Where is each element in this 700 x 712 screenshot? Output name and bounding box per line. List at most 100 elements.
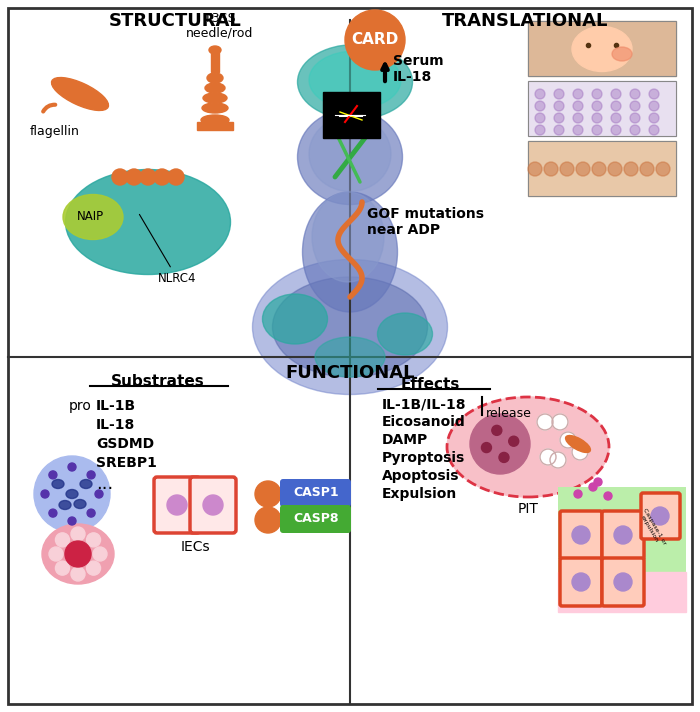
Text: Eicosanoid: Eicosanoid: [382, 415, 466, 429]
Circle shape: [168, 169, 184, 185]
Circle shape: [649, 125, 659, 135]
Ellipse shape: [312, 192, 384, 282]
Circle shape: [572, 444, 588, 460]
Circle shape: [592, 125, 602, 135]
Text: STRUCTURAL: STRUCTURAL: [108, 12, 241, 30]
Ellipse shape: [572, 26, 632, 71]
Circle shape: [560, 432, 576, 448]
Ellipse shape: [253, 259, 447, 394]
Circle shape: [535, 113, 545, 123]
Circle shape: [649, 101, 659, 111]
Text: IL-18: IL-18: [96, 418, 135, 432]
Circle shape: [537, 414, 553, 430]
Ellipse shape: [612, 47, 632, 61]
Bar: [323, 92, 380, 138]
Ellipse shape: [74, 500, 86, 508]
Ellipse shape: [298, 44, 412, 120]
Bar: [528, 21, 676, 76]
FancyBboxPatch shape: [190, 477, 236, 533]
Circle shape: [572, 573, 590, 591]
Circle shape: [560, 162, 574, 176]
Text: Caspase-1 or
expulsion: Caspase-1 or expulsion: [637, 507, 667, 548]
Text: SREBP1: SREBP1: [96, 456, 157, 470]
Ellipse shape: [377, 313, 433, 355]
Ellipse shape: [52, 78, 108, 110]
Circle shape: [611, 89, 621, 99]
Text: NAIP: NAIP: [76, 210, 104, 223]
Ellipse shape: [52, 479, 64, 488]
Text: Serum
IL-18: Serum IL-18: [393, 54, 444, 84]
Text: DAMP: DAMP: [382, 433, 428, 447]
Ellipse shape: [272, 277, 428, 377]
Circle shape: [576, 162, 590, 176]
Circle shape: [255, 507, 281, 533]
Text: PIT: PIT: [517, 502, 538, 516]
Bar: [528, 141, 676, 196]
Circle shape: [594, 478, 602, 486]
Circle shape: [87, 561, 101, 575]
Bar: [528, 81, 676, 136]
Circle shape: [592, 89, 602, 99]
Circle shape: [528, 162, 542, 176]
Ellipse shape: [63, 194, 123, 239]
Circle shape: [71, 567, 85, 581]
Ellipse shape: [205, 83, 225, 93]
FancyBboxPatch shape: [280, 479, 351, 507]
Circle shape: [611, 113, 621, 123]
Circle shape: [552, 414, 568, 430]
Circle shape: [554, 125, 564, 135]
Circle shape: [95, 490, 103, 498]
Circle shape: [154, 169, 170, 185]
Circle shape: [604, 492, 612, 500]
Text: CARD: CARD: [351, 33, 398, 48]
Circle shape: [550, 452, 566, 468]
Circle shape: [592, 113, 602, 123]
Circle shape: [554, 101, 564, 111]
Ellipse shape: [203, 93, 227, 103]
Text: Apoptosis: Apoptosis: [382, 469, 459, 483]
Circle shape: [554, 113, 564, 123]
Circle shape: [255, 481, 281, 507]
FancyBboxPatch shape: [641, 493, 680, 539]
Ellipse shape: [447, 397, 609, 497]
Circle shape: [630, 89, 640, 99]
Circle shape: [87, 471, 95, 479]
Circle shape: [509, 436, 519, 446]
Circle shape: [112, 169, 128, 185]
Circle shape: [649, 89, 659, 99]
FancyBboxPatch shape: [560, 558, 602, 606]
Circle shape: [93, 547, 107, 561]
Circle shape: [65, 541, 91, 567]
Bar: [528, 81, 676, 136]
Circle shape: [624, 162, 638, 176]
Bar: [558, 572, 686, 612]
Circle shape: [167, 495, 187, 515]
Circle shape: [544, 162, 558, 176]
Ellipse shape: [66, 169, 230, 275]
Circle shape: [572, 526, 590, 544]
Ellipse shape: [80, 479, 92, 488]
FancyBboxPatch shape: [602, 558, 644, 606]
Text: CASP8: CASP8: [293, 513, 339, 525]
Ellipse shape: [42, 524, 114, 584]
Circle shape: [614, 573, 632, 591]
Circle shape: [540, 449, 556, 465]
Circle shape: [611, 125, 621, 135]
Circle shape: [592, 101, 602, 111]
Ellipse shape: [207, 73, 223, 83]
Circle shape: [41, 490, 49, 498]
Circle shape: [554, 89, 564, 99]
Text: GOF mutations
near ADP: GOF mutations near ADP: [367, 207, 484, 237]
Text: GSDMD: GSDMD: [96, 437, 154, 451]
Text: FUNCTIONAL: FUNCTIONAL: [286, 364, 414, 382]
Text: T3SS
needle/rod: T3SS needle/rod: [186, 12, 253, 40]
Text: ...: ...: [96, 475, 113, 493]
Text: release: release: [486, 407, 532, 420]
Text: Effects: Effects: [400, 377, 460, 392]
Circle shape: [470, 414, 530, 474]
Ellipse shape: [209, 46, 221, 54]
Circle shape: [55, 533, 69, 547]
Ellipse shape: [298, 110, 402, 204]
Circle shape: [608, 162, 622, 176]
Bar: [528, 21, 676, 76]
